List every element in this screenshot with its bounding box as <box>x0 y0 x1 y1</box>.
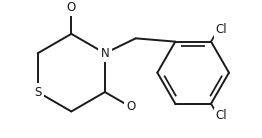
Text: O: O <box>67 1 76 14</box>
Text: O: O <box>126 100 135 113</box>
Text: Cl: Cl <box>215 23 227 36</box>
Text: N: N <box>101 47 109 60</box>
Text: S: S <box>34 86 41 99</box>
Text: Cl: Cl <box>215 109 227 122</box>
